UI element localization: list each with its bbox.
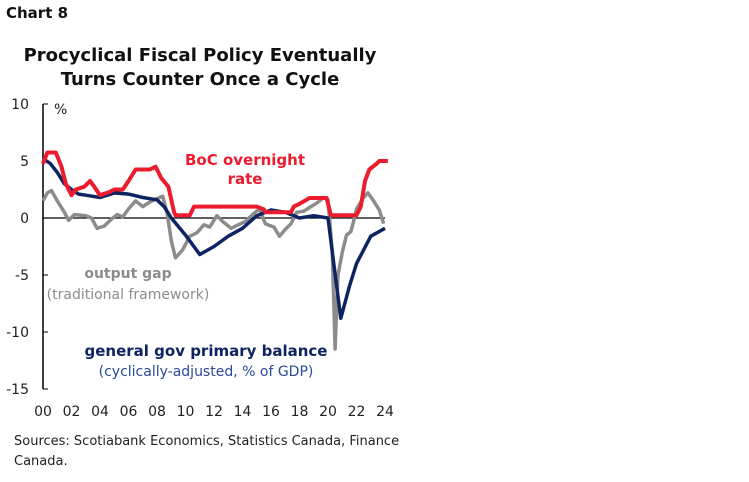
x-tick-label: 18 [291, 404, 309, 420]
x-tick-label: 14 [234, 404, 252, 420]
axes: 10 5 0 -5 -10 -15 00 02 04 06 08 10 12 14 16 18 20 22 24 [6, 97, 394, 420]
series-line-output-gap [41, 188, 386, 351]
x-tick-label: 22 [348, 404, 366, 420]
chart-label: Chart 8 [6, 4, 69, 22]
sources-note: Sources: Scotiabank Economics, Statistic… [14, 434, 400, 469]
x-tick-label: 04 [91, 404, 109, 420]
y-tick-label: -10 [6, 325, 29, 341]
y-tick-label: 10 [11, 97, 29, 113]
x-tick-label: 16 [262, 404, 280, 420]
y-tick-label: -5 [15, 268, 29, 284]
x-tick-label: 10 [177, 404, 195, 420]
title-line-1: Procyclical Fiscal Policy Eventually [23, 45, 377, 66]
title-line-2: Turns Counter Once a Cycle [60, 69, 340, 90]
x-tick-label: 02 [63, 404, 81, 420]
x-tick-label: 00 [34, 404, 52, 420]
chart-title: Procyclical Fiscal Policy Eventually Tur… [0, 44, 400, 92]
y-tick-label: 0 [20, 211, 29, 227]
series-line-general-gov-primary-balance [42, 157, 386, 321]
y-unit-label: % [54, 102, 67, 118]
series-line-boc-overnight-rate [41, 150, 388, 218]
x-tick-label: 06 [120, 404, 138, 420]
balance-label-1: general gov primary balance [85, 342, 328, 360]
x-tick-label: 20 [319, 404, 337, 420]
gap-label-2: (traditional framework) [47, 287, 210, 303]
x-tick-label: 08 [148, 404, 166, 420]
balance-label-2: (cyclically-adjusted, % of GDP) [99, 364, 314, 380]
y-tick-label: 5 [20, 154, 29, 170]
boc-label-1: BoC overnight [185, 151, 305, 169]
x-tick-label: 12 [205, 404, 223, 420]
boc-label-2: rate [228, 170, 263, 188]
gap-label-1: output gap [84, 266, 171, 282]
x-tick-label: 24 [376, 404, 394, 420]
series-lines [41, 150, 388, 351]
y-tick-label: -15 [6, 382, 29, 398]
